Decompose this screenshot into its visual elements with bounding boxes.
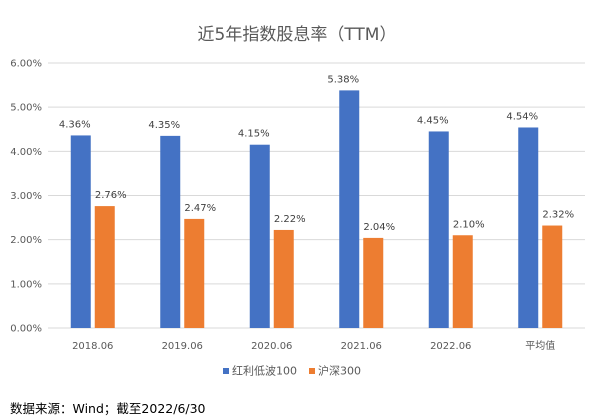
bar [542,225,563,328]
data-label: 4.15% [238,129,270,140]
data-label: 2.76% [95,190,127,201]
data-label: 2.04% [363,222,395,233]
legend-swatch [223,368,229,374]
data-label: 4.36% [59,119,91,130]
chart-title: 近5年指数股息率（TTM） [198,25,397,45]
data-label: 2.32% [542,210,574,221]
x-tick-label: 2020.06 [251,341,292,352]
x-tick-label: 2018.06 [72,341,113,352]
bar [428,131,449,328]
x-tick-label: 平均值 [525,339,555,352]
x-axis-ticks: 2018.06 2019.06 2020.06 2021.06 2022.06 平均值 [72,339,555,352]
data-label: 2.10% [453,219,485,230]
legend-label: 红利低波100 [232,365,297,378]
legend-label: 沪深300 [318,364,361,378]
y-tick-label: 3.00% [10,191,42,202]
x-tick-label: 2021.06 [341,341,382,352]
bar [339,90,360,328]
bar [273,229,294,328]
data-label: 4.54% [506,111,538,122]
y-tick-label: 2.00% [10,235,42,246]
y-tick-label: 1.00% [10,279,42,290]
data-label: 4.45% [417,115,449,126]
bar [160,135,181,328]
bar [363,237,384,328]
bar [518,127,539,328]
y-axis-ticks: 0.00% 1.00% 2.00% 3.00% 4.00% 5.00% 6.00% [10,59,42,335]
x-tick-label: 2019.06 [162,341,203,352]
data-label: 4.35% [148,120,180,131]
data-label: 2.47% [184,203,216,214]
legend-swatch [309,368,315,374]
bar [452,235,473,328]
y-tick-label: 0.00% [10,324,42,335]
bar [70,135,91,328]
data-label: 5.38% [327,74,359,85]
data-label: 2.22% [274,214,306,225]
y-tick-label: 6.00% [10,59,42,70]
bar [94,206,115,328]
bars: 4.36% 2.76% 4.35% 2.47% 4.15% 2.22% 5.38% 2.04%… [59,74,574,328]
bar [184,218,205,328]
source-note: 数据来源：Wind；截至2022/6/30 [10,401,206,416]
bar [249,144,270,328]
y-tick-label: 4.00% [10,147,42,158]
x-tick-label: 2022.06 [430,341,471,352]
y-tick-label: 5.00% [10,103,42,114]
gridlines [48,62,585,329]
legend: 红利低波100 沪深300 [223,364,361,378]
